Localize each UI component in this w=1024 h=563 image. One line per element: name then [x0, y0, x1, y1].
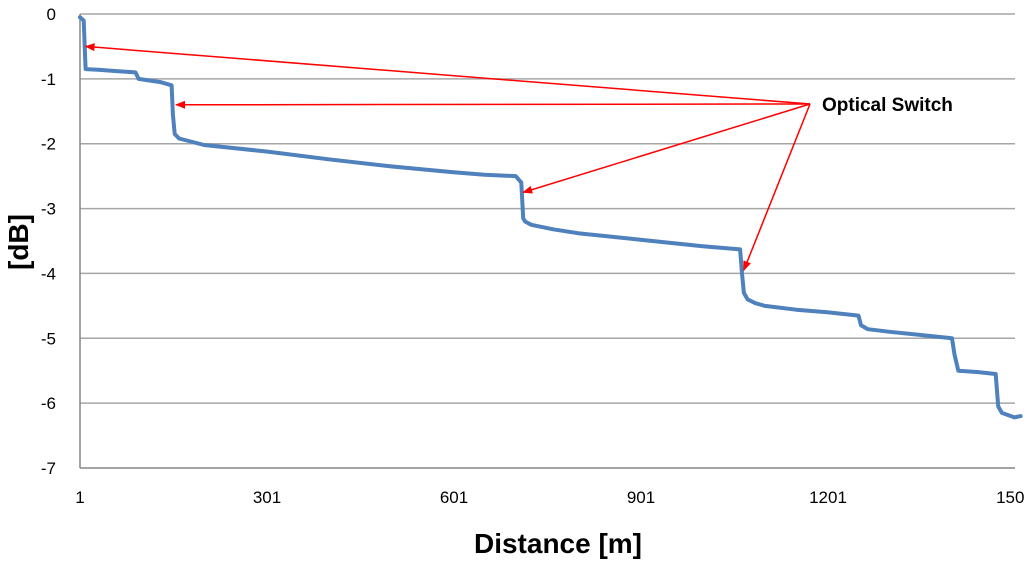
x-tick-label: 1501 — [996, 488, 1024, 507]
x-tick-label: 901 — [627, 488, 655, 507]
y-tick-label: -5 — [41, 329, 56, 348]
y-tick-label: -6 — [41, 394, 56, 413]
annotation-arrow — [84, 43, 811, 105]
y-tick-label: -3 — [41, 200, 56, 219]
x-tick-label: 601 — [440, 488, 468, 507]
x-tick-label: 1 — [75, 488, 84, 507]
annotation-arrow — [174, 100, 811, 109]
series-layer — [78, 15, 1023, 420]
y-tick-label: -7 — [41, 459, 56, 478]
y-axis-title: [dB] — [3, 214, 34, 270]
x-axis-title: Distance [m] — [474, 528, 642, 559]
annotation-label: Optical Switch — [822, 95, 953, 116]
tick-labels: 0 -1 -2 -3 -4 -5 -6 -7 1 301 601 901 1201 1501 — [41, 5, 1024, 507]
y-tick-label: 0 — [47, 5, 56, 24]
annotation-layer — [84, 43, 811, 272]
annotation-arrow — [743, 103, 811, 272]
y-tick-label: -1 — [41, 70, 56, 89]
y-tick-label: -4 — [41, 264, 56, 283]
annotation-arrow — [522, 103, 811, 194]
grid-lines — [80, 78, 1015, 404]
x-tick-label: 301 — [253, 488, 281, 507]
axes — [79, 13, 1015, 469]
x-tick-label: 1201 — [809, 488, 847, 507]
y-tick-label: -2 — [41, 135, 56, 154]
series-line — [78, 15, 1023, 420]
